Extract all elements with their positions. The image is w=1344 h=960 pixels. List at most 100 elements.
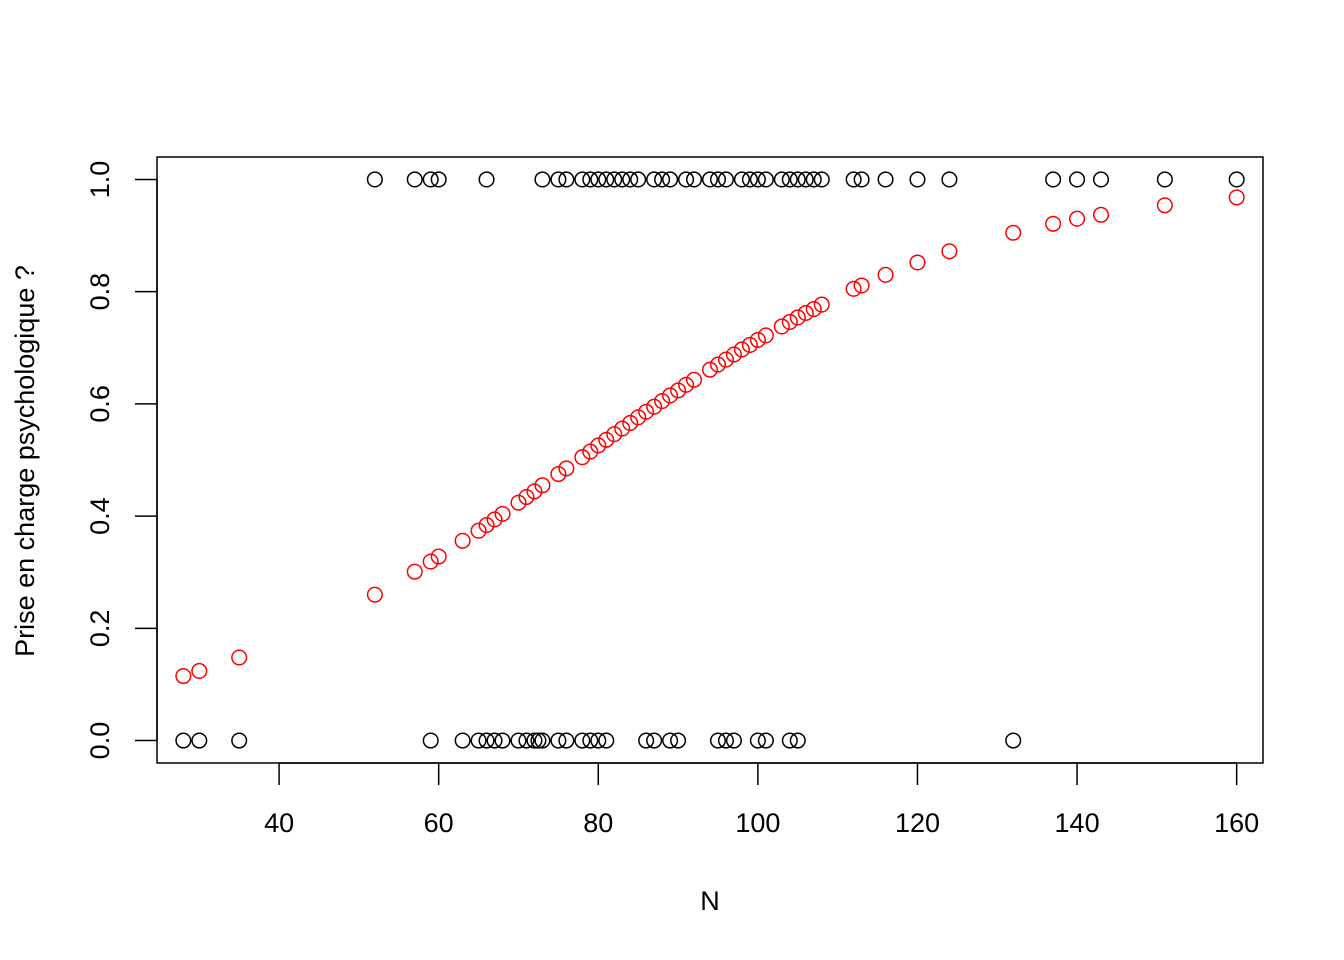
fitted-point <box>853 277 870 294</box>
fitted-point <box>909 254 926 271</box>
observed-point <box>1228 171 1245 188</box>
observed-point <box>470 732 487 749</box>
observed-point <box>478 732 495 749</box>
observed-point <box>231 732 248 749</box>
fitted-point <box>1045 215 1062 232</box>
fitted-point <box>191 662 208 680</box>
x-axis-label: N <box>700 886 720 916</box>
fitted-point <box>175 667 192 685</box>
observed-point <box>606 171 623 188</box>
fitted-point <box>805 301 822 318</box>
y-tick-label: 0.0 <box>85 722 115 760</box>
observed-point <box>646 732 663 749</box>
fitted-point <box>638 403 655 420</box>
y-axis-label: Prise en charge psychologique ? <box>10 265 40 657</box>
fitted-point <box>366 586 383 603</box>
observed-point <box>598 732 615 749</box>
fitted-point <box>422 553 439 570</box>
fitted-point <box>654 393 671 410</box>
fitted-point <box>550 465 567 483</box>
fitted-point <box>845 280 862 297</box>
fitted-point <box>494 505 511 522</box>
fitted-point <box>406 563 423 580</box>
y-tick-label: 1.0 <box>85 161 115 199</box>
fitted-point <box>701 361 719 378</box>
fitted-point <box>630 409 647 426</box>
fitted-point <box>231 649 248 666</box>
data-points <box>175 171 1245 749</box>
observed-point <box>1045 171 1062 188</box>
observed-point <box>805 171 822 188</box>
x-tick-label: 160 <box>1214 808 1259 838</box>
x-tick-label: 100 <box>735 808 780 838</box>
observed-point <box>709 732 727 749</box>
observed-point <box>406 171 423 188</box>
observed-point <box>430 171 447 188</box>
observed-point <box>733 171 750 188</box>
fitted-point <box>733 341 750 358</box>
y-axis: 0.0 0.2 0.4 0.6 0.8 1.0 <box>85 161 158 760</box>
fitted-point <box>789 309 806 326</box>
fitted-point <box>1228 189 1245 206</box>
y-tick-label: 0.6 <box>85 385 115 423</box>
observed-point <box>709 171 727 188</box>
observed-point <box>877 171 894 188</box>
observed-point <box>757 171 774 188</box>
observed-point <box>909 171 926 188</box>
observed-point <box>1069 171 1086 188</box>
observed-point <box>622 171 639 188</box>
observed-point <box>662 171 679 188</box>
observed-point <box>558 732 575 749</box>
fitted-point <box>478 517 495 534</box>
observed-point <box>701 171 719 188</box>
observed-point <box>582 171 599 188</box>
fitted-point <box>454 532 471 549</box>
observed-point <box>518 732 535 749</box>
fitted-point <box>590 437 607 454</box>
fitted-point <box>717 351 735 368</box>
observed-point <box>941 171 958 188</box>
fitted-point <box>430 548 447 565</box>
fitted-point <box>941 243 958 260</box>
observed-point <box>574 171 591 188</box>
observed-point <box>366 171 383 188</box>
observed-point <box>749 171 766 188</box>
observed-point <box>813 171 830 188</box>
observed-point <box>725 732 742 749</box>
x-tick-label: 140 <box>1055 808 1100 838</box>
y-tick-label: 0.8 <box>85 273 115 311</box>
observed-point <box>685 171 703 188</box>
observed-point <box>422 171 439 188</box>
fitted-point <box>622 414 639 432</box>
observed-point <box>558 171 575 188</box>
observed-point <box>781 171 798 188</box>
observed-point <box>1092 171 1110 188</box>
observed-point <box>191 732 208 749</box>
fitted-point <box>574 449 591 466</box>
fitted-point <box>582 443 599 460</box>
fitted-point <box>678 376 695 393</box>
observed-point <box>534 171 551 188</box>
observed-point <box>797 171 814 188</box>
x-tick-label: 120 <box>895 808 940 838</box>
observed-point <box>454 732 471 749</box>
fitted-point <box>1069 210 1086 227</box>
fitted-point <box>486 511 503 528</box>
observed-point <box>1156 171 1173 188</box>
fitted-point <box>781 313 798 331</box>
observed-point <box>590 171 607 188</box>
fitted-point <box>598 431 615 448</box>
y-tick-label: 0.4 <box>85 497 115 535</box>
observed-point <box>582 732 599 749</box>
observed-point <box>510 732 527 749</box>
observed-point <box>530 732 547 749</box>
observed-point <box>534 732 551 749</box>
fitted-point <box>518 488 535 506</box>
fitted-point <box>606 426 623 443</box>
observed-point <box>486 732 503 749</box>
fitted-point <box>614 420 631 437</box>
observed-point <box>478 171 495 188</box>
fitted-point <box>1156 197 1173 214</box>
observed-point <box>494 732 511 749</box>
x-axis: 40 60 80 100 120 140 160 <box>264 762 1259 838</box>
